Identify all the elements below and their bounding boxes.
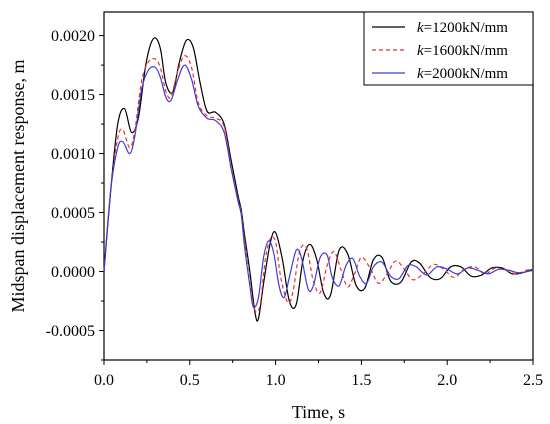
y-tick-label: 0.0010 <box>51 146 95 163</box>
legend-label-3: k=2000kN/mm <box>417 66 508 82</box>
y-axis-label: Midspan displacement response, m <box>8 60 28 313</box>
y-axis-ticks: -0.0005 0.0000 0.0005 0.0010 0.0015 0.0020 <box>46 28 104 361</box>
legend-box <box>363 11 534 86</box>
series-line-3 <box>103 64 534 309</box>
y-tick-label: -0.0005 <box>46 323 95 340</box>
series-layer <box>103 37 534 322</box>
legend-label-2: k=1600kN/mm <box>417 43 508 59</box>
y-tick-label: 0.0005 <box>51 205 95 222</box>
legend-label-value: =1600kN/mm <box>424 43 509 59</box>
legend-label-variable: k <box>417 20 424 36</box>
legend: k=1200kN/mmk=1600kN/mmk=2000kN/mm <box>363 11 534 86</box>
legend-label-variable: k <box>417 43 424 59</box>
x-tick-label: 1.5 <box>351 372 371 389</box>
x-tick-label: 2.5 <box>523 372 543 389</box>
x-axis-ticks: 0.0 0.5 1.0 1.5 2.0 2.5 <box>94 360 543 389</box>
legend-label-variable: k <box>417 66 424 82</box>
y-tick-label: 0.0000 <box>51 264 95 281</box>
legend-label-1: k=1200kN/mm <box>417 20 508 36</box>
x-axis-label: Time, s <box>292 402 345 422</box>
y-tick-label: 0.0015 <box>51 87 95 104</box>
x-tick-label: 2.0 <box>437 372 457 389</box>
x-tick-label: 0.5 <box>180 372 200 389</box>
x-tick-label: 1.0 <box>266 372 286 389</box>
series-line-1 <box>103 37 534 322</box>
x-tick-label: 0.0 <box>94 372 114 389</box>
series-line-2 <box>103 55 534 313</box>
y-tick-label: 0.0020 <box>51 28 95 45</box>
legend-label-value: =2000kN/mm <box>424 66 509 82</box>
legend-label-value: =1200kN/mm <box>424 20 509 36</box>
